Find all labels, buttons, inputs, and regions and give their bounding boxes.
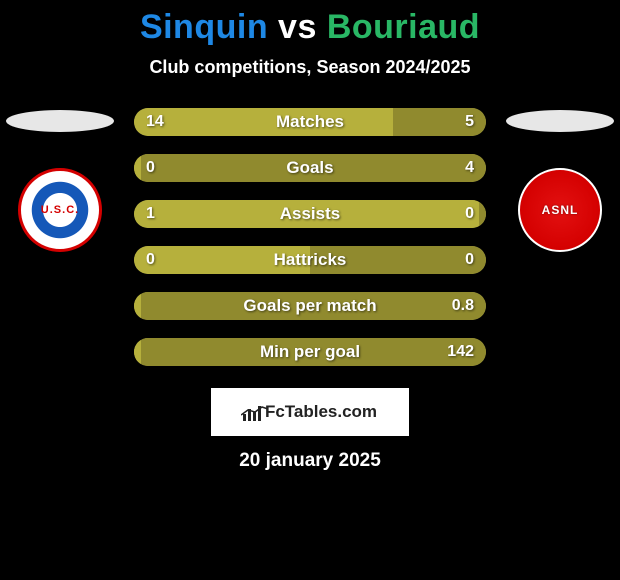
main-row: U.S.C. Matches145Goals04Assists10Hattric… (0, 108, 620, 384)
date-text: 20 january 2025 (0, 450, 620, 472)
player2-club-logo: ASNL (518, 168, 602, 252)
vs-text: vs (278, 8, 317, 46)
stat-row: Goals per match0.8 (134, 292, 486, 320)
watermark-badge: FcTables.com (211, 388, 409, 436)
chart-icon (243, 403, 261, 421)
stat-label: Hattricks (134, 246, 486, 274)
stat-value-left: 1 (146, 200, 155, 228)
stat-label: Assists (134, 200, 486, 228)
stat-value-left: 14 (146, 108, 164, 136)
stat-label: Goals per match (134, 292, 486, 320)
comparison-card: Sinquin vs Bouriaud Club competitions, S… (0, 0, 620, 472)
club-logo-text: U.S.C. (41, 204, 79, 216)
subtitle: Club competitions, Season 2024/2025 (0, 57, 620, 78)
stat-row: Goals0 4 (134, 154, 486, 182)
stat-value-right: 5 (465, 108, 474, 136)
stat-value-right: 4 (465, 154, 474, 182)
stat-row: Hattricks0 0 (134, 246, 486, 274)
stats-bars: Matches145Goals04Assists10Hattricks00Goa… (116, 108, 504, 384)
stat-row: Matches14 5 (134, 108, 486, 136)
club-logo-text: ASNL (542, 203, 579, 217)
player1-ellipse (6, 110, 114, 132)
stat-label: Min per goal (134, 338, 486, 366)
player1-club-logo: U.S.C. (18, 168, 102, 252)
player1-name: Sinquin (140, 8, 268, 46)
right-side: ASNL (504, 108, 616, 252)
stat-label: Matches (134, 108, 486, 136)
left-side: U.S.C. (4, 108, 116, 252)
watermark-text: FcTables.com (265, 402, 377, 422)
stat-value-right: 0.8 (452, 292, 474, 320)
stat-value-right: 0 (465, 200, 474, 228)
page-title: Sinquin vs Bouriaud (0, 8, 620, 47)
player2-ellipse (506, 110, 614, 132)
stat-value-right: 142 (447, 338, 474, 366)
stat-value-right: 0 (465, 246, 474, 274)
stat-row: Min per goal142 (134, 338, 486, 366)
stat-label: Goals (134, 154, 486, 182)
stat-value-left: 0 (146, 246, 155, 274)
stat-value-left: 0 (146, 154, 155, 182)
player2-name: Bouriaud (327, 8, 480, 46)
stat-row: Assists1 0 (134, 200, 486, 228)
